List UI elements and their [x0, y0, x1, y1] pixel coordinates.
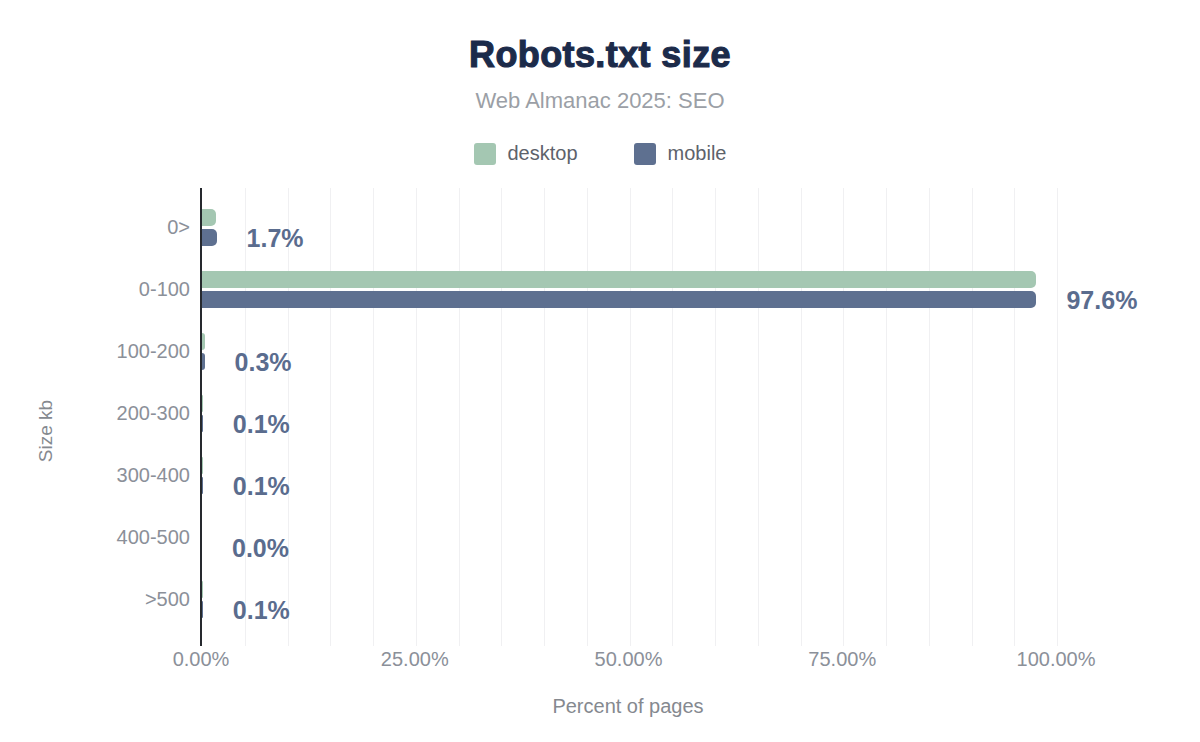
bar-desktop-0>[interactable] [202, 209, 216, 226]
gridline-85pct [929, 188, 930, 646]
gridline-55pct [672, 188, 673, 646]
bar-mobile-0>[interactable] [202, 229, 217, 246]
plot-area: 0>1.7%0-10097.6%100-2000.3%200-3000.1%30… [0, 0, 1200, 742]
gridline-30pct [459, 188, 460, 646]
gridline-100pct [1057, 188, 1058, 646]
x-tick-label: 0.00% [131, 648, 271, 671]
x-tick-label: 100.00% [986, 648, 1126, 671]
bar-desktop-300-400[interactable] [202, 457, 203, 474]
bar-mobile-300-400[interactable] [202, 477, 203, 494]
value-label: 0.1% [233, 410, 290, 439]
gridline-50pct [630, 188, 631, 646]
x-tick-label: 75.00% [772, 648, 912, 671]
bar-desktop-200-300[interactable] [202, 395, 203, 412]
category-label: 0-100 [20, 278, 190, 301]
gridline-35pct [501, 188, 502, 646]
bar-mobile-200-300[interactable] [202, 415, 203, 432]
gridline-80pct [886, 188, 887, 646]
bar-mobile-0-100[interactable] [202, 291, 1036, 308]
bar-mobile->500[interactable] [202, 601, 203, 618]
bar-desktop-0-100[interactable] [202, 271, 1036, 288]
y-axis-title: Size kb [35, 371, 57, 491]
category-label: 100-200 [20, 340, 190, 363]
value-label: 0.3% [235, 348, 292, 377]
gridline-15pct [330, 188, 331, 646]
value-label: 97.6% [1066, 286, 1137, 315]
gridline-40pct [544, 188, 545, 646]
category-label: 400-500 [20, 526, 190, 549]
gridline-95pct [1014, 188, 1015, 646]
gridline-70pct [801, 188, 802, 646]
gridline-45pct [587, 188, 588, 646]
gridline-25pct [416, 188, 417, 646]
bar-desktop->500[interactable] [202, 581, 203, 598]
category-label: 0> [20, 216, 190, 239]
value-label: 0.1% [233, 596, 290, 625]
bar-desktop-100-200[interactable] [202, 333, 205, 350]
category-label: >500 [20, 588, 190, 611]
gridline-90pct [972, 188, 973, 646]
gridline-75pct [843, 188, 844, 646]
chart-canvas: Robots.txt size Web Almanac 2025: SEO de… [0, 0, 1200, 742]
gridline-65pct [758, 188, 759, 646]
gridline-20pct [373, 188, 374, 646]
value-label: 0.0% [232, 534, 289, 563]
x-axis-title: Percent of pages [200, 695, 1056, 718]
gridline-60pct [715, 188, 716, 646]
x-tick-label: 25.00% [345, 648, 485, 671]
value-label: 1.7% [247, 224, 304, 253]
value-label: 0.1% [233, 472, 290, 501]
x-tick-label: 50.00% [559, 648, 699, 671]
bar-mobile-100-200[interactable] [202, 353, 205, 370]
